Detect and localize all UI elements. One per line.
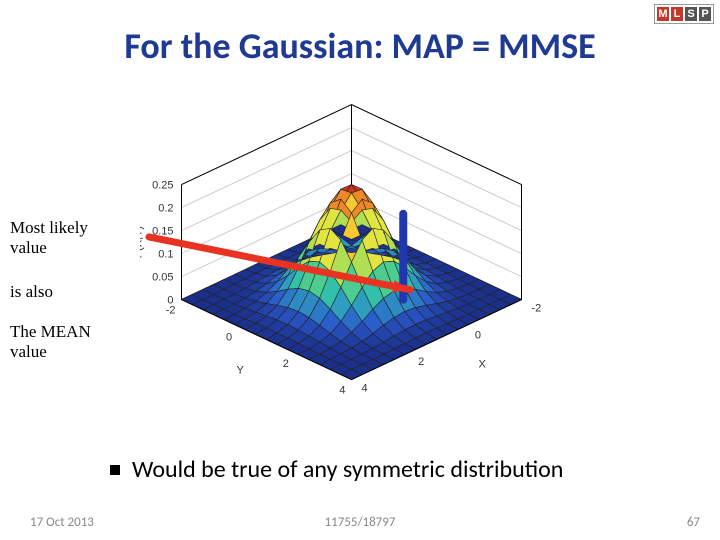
- svg-text:X: X: [479, 359, 487, 371]
- svg-text:0.15: 0.15: [152, 226, 173, 238]
- gaussian-3d-plot: 00.050.10.150.20.25P(X,Y)-2024X-2024Y: [140, 95, 590, 425]
- svg-text:2: 2: [283, 358, 289, 370]
- bullet-square-icon: [110, 465, 120, 475]
- footer-pagenum: 67: [687, 515, 700, 530]
- svg-text:-2: -2: [532, 303, 542, 315]
- svg-text:2: 2: [418, 356, 424, 368]
- annotation-most-likely: Most likely value: [10, 218, 120, 259]
- svg-text:Y: Y: [237, 365, 245, 377]
- svg-text:0.1: 0.1: [158, 249, 173, 261]
- slide-title: For the Gaussian: MAP = MMSE: [0, 24, 720, 68]
- footer-course: 11755/18797: [0, 515, 720, 530]
- svg-text:P(X,Y): P(X,Y): [140, 226, 145, 258]
- bullet-text: Would be true of any symmetric distribut…: [132, 455, 563, 484]
- annotation-mean: The MEAN value: [10, 322, 120, 363]
- svg-text:0.25: 0.25: [152, 180, 173, 192]
- bullet-row: Would be true of any symmetric distribut…: [110, 455, 563, 484]
- svg-text:0.05: 0.05: [152, 272, 173, 284]
- logo: M L S P: [654, 4, 714, 24]
- svg-text:4: 4: [339, 385, 345, 397]
- svg-text:0.2: 0.2: [158, 203, 173, 215]
- svg-text:-2: -2: [166, 305, 176, 317]
- annotation-is-also: is also: [10, 282, 53, 302]
- logo-letter: P: [699, 7, 711, 21]
- logo-letter: M: [657, 7, 669, 21]
- svg-text:0: 0: [226, 331, 232, 343]
- slide-root: M L S P For the Gaussian: MAP = MMSE Mos…: [0, 0, 720, 540]
- svg-text:0: 0: [475, 329, 481, 341]
- svg-text:4: 4: [362, 383, 368, 395]
- logo-letter: L: [671, 7, 683, 21]
- logo-letter: S: [685, 7, 697, 21]
